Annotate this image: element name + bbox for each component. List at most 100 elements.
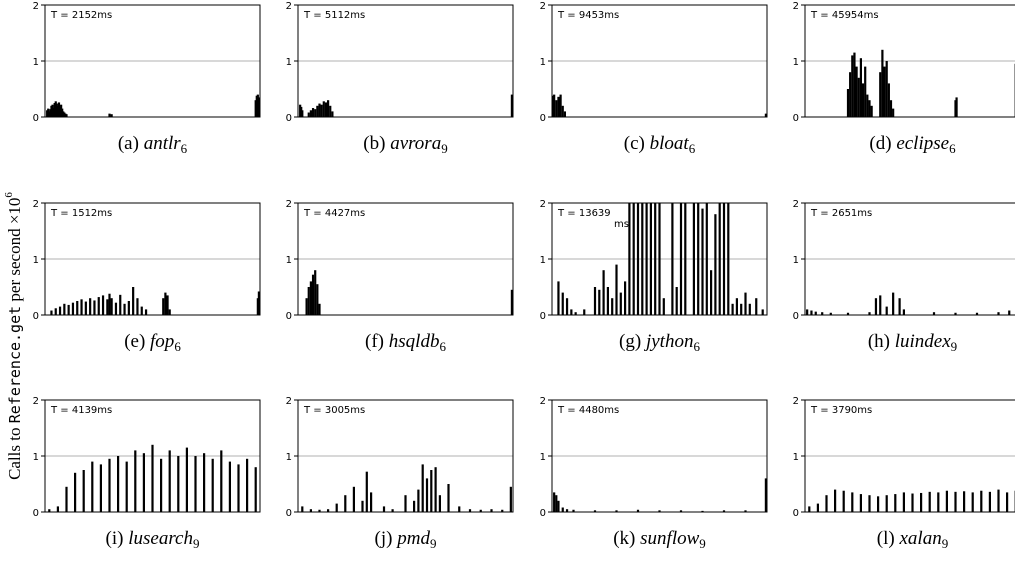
caption-benchmark: eclipse [896, 133, 950, 154]
bar [311, 108, 315, 117]
bar [816, 503, 819, 512]
caption-benchmark: fop [150, 331, 175, 352]
caption-subscript: 9 [192, 536, 200, 551]
bar [945, 490, 948, 512]
bar [628, 203, 631, 315]
bar [220, 450, 223, 512]
time-annotation: T = 3005ms [303, 405, 365, 416]
time-annotation: T = 1512ms [50, 208, 112, 219]
time-annotation: T = 9453ms [557, 10, 619, 21]
caption-subscript: 9 [699, 536, 706, 551]
bar [894, 494, 897, 512]
caption-label: (d) [869, 133, 897, 154]
time-annotation: T = 4480ms [557, 405, 619, 416]
bar [316, 284, 319, 315]
bar [658, 510, 661, 512]
time-annotation: T = 4139ms [50, 405, 112, 416]
caption-jython: (g) jython6 [552, 331, 767, 355]
bar [866, 94, 869, 117]
y-tick-label: 2 [33, 396, 39, 407]
bar [468, 509, 472, 512]
bar [740, 303, 743, 315]
y-tick-label: 2 [286, 396, 292, 407]
bar [955, 97, 958, 117]
bar [144, 309, 148, 315]
caption-pmd: (j) pmd9 [298, 528, 513, 552]
bar [636, 203, 640, 315]
bar [91, 461, 94, 512]
time-annotation: T = 45954ms [810, 10, 879, 21]
caption-benchmark: pmd [397, 528, 430, 549]
bar [438, 495, 441, 512]
caption-label: (g) [619, 331, 646, 352]
bar [920, 492, 923, 512]
time-annotation: T = 2152ms [50, 10, 112, 21]
bar [430, 470, 433, 512]
bar [806, 309, 809, 315]
bar [136, 298, 139, 315]
bar [825, 495, 828, 512]
chart-plot-luindex: 0 1 2 T = 2651ms [793, 199, 1015, 322]
bar [56, 506, 59, 512]
bar [744, 292, 747, 315]
bar [980, 490, 983, 512]
bar [501, 509, 504, 512]
bar [722, 203, 726, 315]
bar [954, 312, 957, 315]
bar [509, 486, 512, 512]
bar [74, 472, 77, 512]
chart-panel-avrora: 0 1 2 T = 5112ms [286, 1, 514, 127]
bar [557, 96, 560, 117]
bar [829, 312, 832, 315]
bar [892, 292, 895, 315]
bar [842, 490, 845, 512]
bar [417, 489, 420, 512]
caption-subscript: 6 [439, 339, 446, 354]
y-tick-label: 2 [793, 1, 799, 12]
bar [82, 470, 85, 512]
bar [63, 303, 66, 315]
bar [679, 510, 683, 512]
bar [318, 103, 321, 117]
bar [123, 303, 126, 315]
ylabel-exponent: 6 [3, 192, 15, 198]
chart-panel-antlr: 0 1 2 T = 2152ms [33, 1, 261, 127]
ylabel-part-1: Calls to [5, 423, 24, 480]
chart-plot-antlr: 0 1 2 T = 2152ms [33, 1, 261, 124]
y-tick-label: 0 [286, 311, 292, 322]
bar [701, 510, 704, 512]
bar [718, 203, 721, 315]
bar [119, 294, 122, 315]
chart-plot-sunflow: 0 1 2 T = 4480ms [540, 396, 768, 519]
chart-panel-eclipse: 0 1 2 T = 45954ms [793, 1, 1015, 127]
bar [168, 450, 171, 512]
y-tick-label: 2 [540, 396, 546, 407]
bar [327, 100, 330, 117]
bar [211, 458, 214, 512]
caption-subscript: 9 [941, 536, 949, 551]
bar [553, 492, 556, 512]
y-tick-label: 1 [33, 452, 39, 463]
chart-plot-bloat: 0 1 2 T = 9453ms [540, 1, 768, 124]
bar [1006, 492, 1009, 512]
bar [606, 287, 609, 315]
caption-label: (k) [613, 528, 641, 549]
bar [641, 203, 644, 315]
bar [727, 203, 730, 315]
chart-panel-xalan: 0 1 2 T = 3790ms [793, 396, 1015, 522]
bar [108, 458, 111, 512]
bar [735, 298, 738, 315]
time-annotation: T = 3790ms [810, 405, 872, 416]
caption-benchmark: hsqldb [388, 331, 440, 352]
bar [883, 66, 886, 117]
bar [593, 510, 597, 512]
bar [160, 458, 163, 512]
caption-benchmark: lusearch [128, 528, 193, 549]
bar [870, 105, 873, 117]
bar [114, 302, 118, 315]
bar [892, 108, 895, 117]
bar [257, 97, 260, 117]
y-tick-label: 0 [540, 311, 546, 322]
bar [479, 509, 482, 512]
bar [902, 492, 905, 512]
